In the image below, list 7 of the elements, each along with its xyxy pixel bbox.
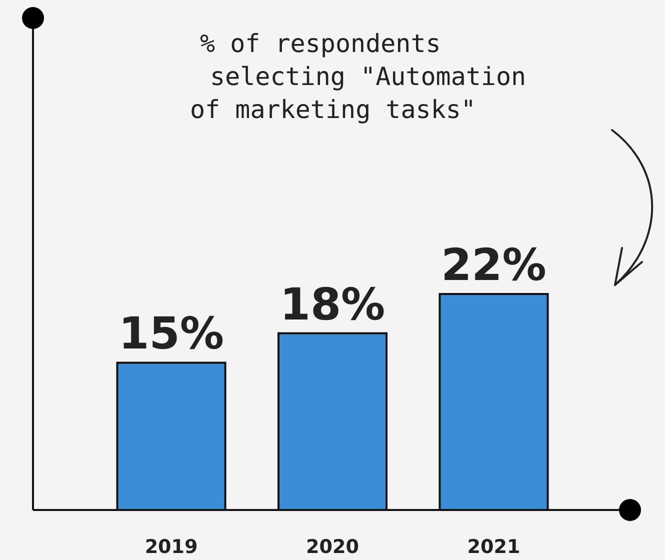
x-tick-label: 2019: [144, 536, 198, 558]
x-tick-label: 2020: [306, 536, 359, 558]
data-label: 22%: [441, 240, 546, 291]
text: % of respondents selecting "Automation of marketing tasks": [190, 29, 526, 124]
x-tick-label: 2021: [467, 536, 520, 558]
data-label: 18%: [280, 279, 386, 330]
data-label: 15%: [118, 308, 224, 360]
